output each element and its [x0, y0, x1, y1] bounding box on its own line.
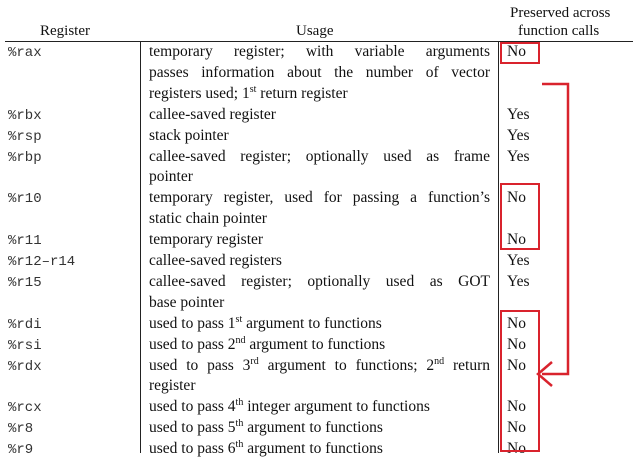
highlight-box-r10-r11	[500, 183, 540, 250]
usage-text: callee-saved registers	[149, 252, 282, 269]
register-name: %rdx	[8, 358, 42, 375]
highlight-box-rax	[500, 42, 540, 64]
preserved-value: No	[507, 314, 526, 332]
usage-text: callee-saved register; optionally used a…	[149, 272, 490, 290]
preserved-value: Yes	[507, 252, 530, 269]
preserved-value: Yes	[507, 147, 530, 165]
usage-text: temporary register; with variable argume…	[149, 43, 490, 60]
usage-text: used to pass 2nd argument to functions	[149, 334, 386, 353]
usage-text: passes information about the number of v…	[149, 63, 490, 81]
register-name: %r10	[8, 191, 42, 208]
register-name: %rbx	[8, 107, 42, 124]
preserved-value: No	[507, 43, 526, 60]
bracket-arrow-icon	[536, 82, 570, 387]
preserved-value: No	[507, 419, 526, 437]
register-name: %r9	[8, 442, 34, 458]
usage-text: used to pass 1st argument to functions	[149, 313, 382, 332]
register-name: %rbp	[8, 149, 42, 166]
usage-text: base pointer	[149, 293, 225, 311]
header-preserved-line2: function calls	[518, 23, 600, 39]
preserved-value: No	[507, 189, 526, 207]
preserved-value: No	[507, 231, 526, 249]
usage-text: used to pass 3rd argument to functions; …	[149, 355, 490, 374]
header-usage: Usage	[296, 23, 334, 39]
usage-text: used to pass 4th integer argument to fun…	[149, 397, 430, 416]
register-name: %rcx	[8, 400, 42, 417]
register-name: %r12–r14	[8, 254, 76, 270]
usage-text: pointer	[149, 168, 193, 186]
column-divider-left	[140, 42, 141, 453]
usage-text: callee-saved register	[149, 105, 276, 123]
register-name: %rsi	[8, 337, 42, 354]
highlight-box-arg-registers	[500, 310, 540, 452]
register-name: %r8	[8, 421, 34, 438]
preserved-value: No	[507, 398, 526, 416]
usage-text: temporary register	[149, 231, 264, 249]
preserved-value: No	[507, 335, 526, 353]
usage-text: registers used; 1st return register	[149, 83, 348, 102]
usage-text: callee-saved register; optionally used a…	[149, 147, 490, 165]
usage-text: used to pass 5th argument to functions	[149, 418, 383, 437]
column-divider-right	[498, 42, 499, 453]
header-register: Register	[40, 23, 90, 39]
usage-text: static chain pointer	[149, 210, 267, 228]
register-name: %rax	[8, 45, 42, 61]
preserved-value: Yes	[507, 126, 530, 144]
usage-text: used to pass 6th argument to functions	[149, 438, 383, 458]
usage-text: temporary register, used for passing a f…	[149, 189, 490, 207]
register-name: %rdi	[8, 316, 42, 333]
usage-text: stack pointer	[149, 126, 229, 144]
register-name: %r15	[8, 274, 42, 291]
header-preserved-line1: Preserved across	[510, 5, 611, 21]
usage-text: register	[149, 377, 196, 395]
preserved-value: Yes	[507, 105, 530, 123]
register-name: %r11	[8, 233, 42, 250]
preserved-value: No	[507, 356, 526, 374]
preserved-value: Yes	[507, 272, 530, 290]
register-name: %rsp	[8, 128, 42, 145]
header-rule	[5, 41, 633, 42]
